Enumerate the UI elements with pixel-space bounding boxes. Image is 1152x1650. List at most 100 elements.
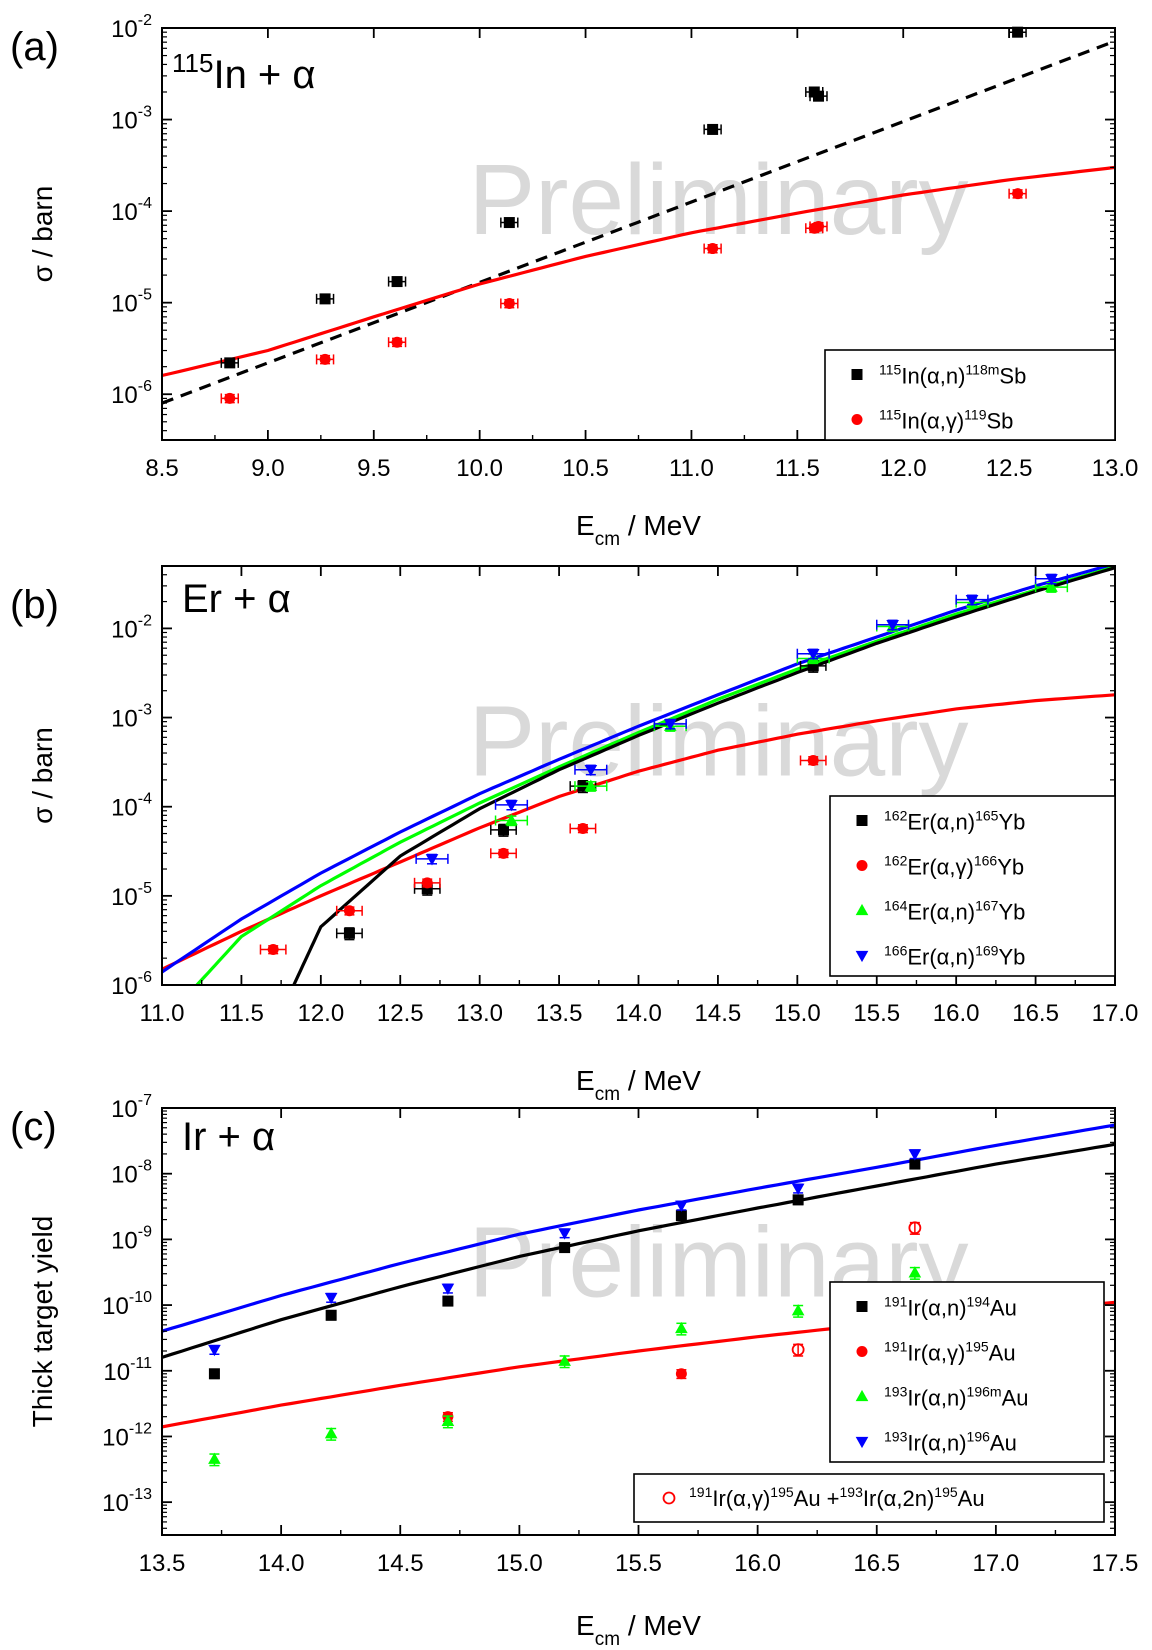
y-tick-label: 10-4	[111, 791, 152, 822]
legend-marker	[856, 1301, 868, 1312]
legend: 115In(α,n)118mSb 115In(α,γ)119Sb	[824, 349, 1116, 441]
data-point	[505, 813, 518, 826]
x-tick-label: 12.5	[377, 1000, 424, 1027]
data-point	[497, 824, 509, 836]
data-point	[791, 1343, 805, 1357]
model-curve	[292, 566, 1115, 985]
y-tick-label: 10-12	[102, 1420, 152, 1451]
legend-marker	[851, 369, 863, 380]
data-point	[558, 1228, 571, 1240]
x-tick-label: 9.5	[357, 455, 390, 482]
series-1	[259, 754, 827, 956]
legend-entry: 191Ir(α,γ)195Au	[884, 1339, 1016, 1366]
legend-entry: 193Ir(α,n)196Au	[884, 1429, 1017, 1456]
x-axis-label: Ecm / MeV	[576, 1065, 701, 1105]
x-tick-label: 15.5	[615, 1550, 662, 1577]
data-point	[792, 1194, 804, 1206]
legend: 162Er(α,n)165Yb 162Er(α,γ)166Yb 164Er(α,n)…	[829, 795, 1116, 977]
legend-box	[824, 349, 1116, 441]
data-point	[908, 1221, 922, 1235]
y-tick-label: 10-8	[111, 1158, 152, 1189]
x-tick-label: 16.0	[734, 1550, 781, 1577]
x-tick-label: 9.0	[251, 455, 284, 482]
x-tick-label: 16.0	[933, 1000, 980, 1027]
data-point	[663, 719, 677, 731]
data-point	[806, 649, 820, 661]
x-tick-label: 15.0	[496, 1550, 543, 1577]
data-point	[503, 217, 515, 229]
data-point	[224, 392, 236, 404]
data-point	[391, 336, 403, 348]
data-point	[319, 293, 331, 305]
x-tick-label: 11.5	[219, 1000, 264, 1027]
x-axis-label: Ecm / MeV	[576, 1610, 701, 1650]
model-curves	[162, 566, 1115, 985]
watermark: Preliminary	[468, 144, 968, 256]
x-tick-label: 12.0	[880, 455, 927, 482]
x-tick-label: 17.5	[1092, 1550, 1139, 1577]
series-3	[208, 1149, 922, 1357]
panel-title: Er + α	[182, 577, 291, 621]
y-tick-label: 10-11	[103, 1355, 152, 1386]
model-curves	[162, 39, 1115, 405]
legend-marker	[855, 1389, 869, 1402]
data-point	[1012, 26, 1024, 38]
legend: 191Ir(α,n)194Au 191Ir(α,γ)195Au 193Ir(α,n)…	[633, 1281, 1105, 1523]
legend-entry: 191Ir(α,n)194Au	[884, 1294, 1017, 1321]
data-point	[208, 1452, 221, 1464]
data-point	[707, 123, 719, 135]
data-point	[965, 595, 979, 607]
data-point	[791, 1183, 805, 1195]
data-point	[909, 1158, 921, 1170]
x-tick-label: 14.5	[377, 1550, 424, 1577]
data-point	[675, 1368, 687, 1380]
data-point	[441, 1414, 455, 1426]
x-tick-label: 13.5	[536, 1000, 583, 1027]
data-point	[503, 297, 515, 309]
data-point	[442, 1295, 454, 1307]
series-3	[415, 573, 1069, 866]
y-tick-label: 10-9	[111, 1223, 152, 1254]
y-tick-label: 10-2	[111, 12, 152, 43]
x-tick-label: 16.5	[853, 1550, 900, 1577]
data-point	[343, 927, 355, 939]
legend-entry: 115In(α,γ)119Sb	[879, 407, 1013, 434]
model-curve	[162, 1123, 1115, 1333]
y-tick-label: 10-6	[111, 378, 152, 409]
y-tick-label: 10-4	[111, 195, 152, 226]
panel-title: Ir + α	[182, 1115, 275, 1159]
series-1	[442, 1368, 687, 1423]
x-tick-label: 12.5	[986, 455, 1033, 482]
x-tick-label: 17.0	[973, 1550, 1020, 1577]
model-curve	[162, 165, 1115, 378]
x-tick-label: 14.0	[258, 1550, 305, 1577]
legend-marker	[855, 1436, 869, 1449]
data-point	[577, 822, 589, 834]
legend-entry: 162Er(α,n)165Yb	[884, 808, 1025, 835]
legend-marker	[856, 815, 868, 826]
legend-box	[829, 1281, 1105, 1463]
data-point	[224, 357, 236, 369]
data-point	[1045, 574, 1058, 586]
model-curve	[162, 566, 1114, 974]
legend-box-2	[633, 1473, 1105, 1523]
legend-box	[829, 795, 1116, 977]
series-4	[791, 1221, 922, 1357]
series-1	[220, 188, 1027, 404]
series-0	[208, 1158, 921, 1380]
x-tick-label: 11.0	[669, 455, 714, 482]
legend-entry: 162Er(α,γ)166Yb	[884, 853, 1024, 880]
legend-marker	[662, 1491, 676, 1505]
x-tick-label: 15.5	[853, 1000, 900, 1027]
x-tick-label: 15.0	[774, 1000, 821, 1027]
data-point	[1012, 188, 1024, 200]
data-point	[908, 1266, 922, 1278]
x-tick-label: 14.0	[615, 1000, 662, 1027]
y-tick-label: 10-3	[111, 702, 152, 733]
data-point	[675, 1200, 688, 1212]
x-tick-label: 13.0	[1092, 455, 1139, 482]
data-point	[559, 1242, 571, 1254]
panel-0: Preliminary 8.5 9.0 9.5 10.0 10.5 11.0 11.5 12.0…	[10, 12, 1138, 550]
data-point	[325, 1309, 337, 1321]
